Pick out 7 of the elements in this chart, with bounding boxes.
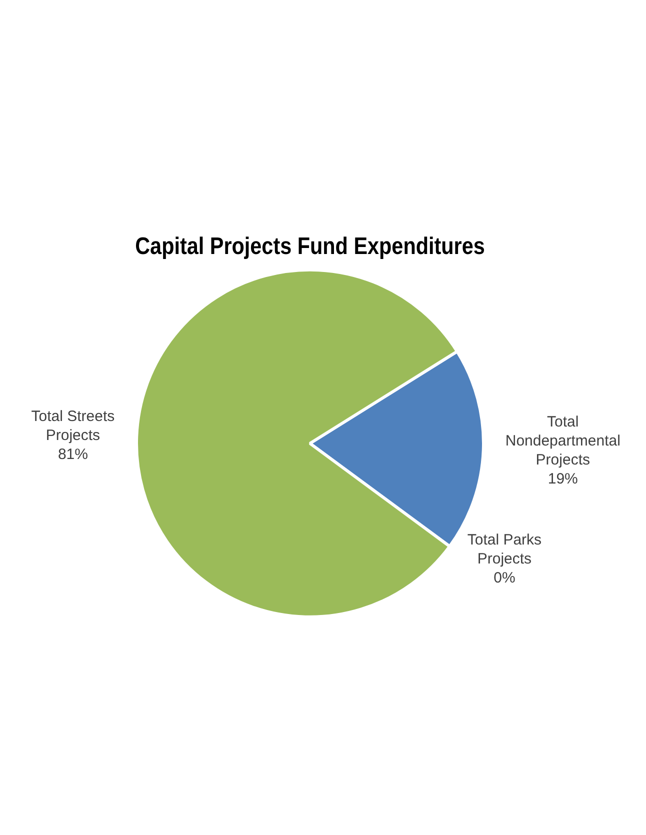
chart-title: Capital Projects Fund Expenditures <box>135 232 485 260</box>
slice-label: Total Nondepartmental Projects <box>505 414 620 469</box>
category-label: Total Parks Projects <box>467 532 542 568</box>
data-label: 81% <box>58 446 88 464</box>
text: 0% <box>494 570 516 587</box>
data-label: 19% <box>548 470 578 488</box>
slice-label: Total Streets Projects <box>31 408 115 444</box>
